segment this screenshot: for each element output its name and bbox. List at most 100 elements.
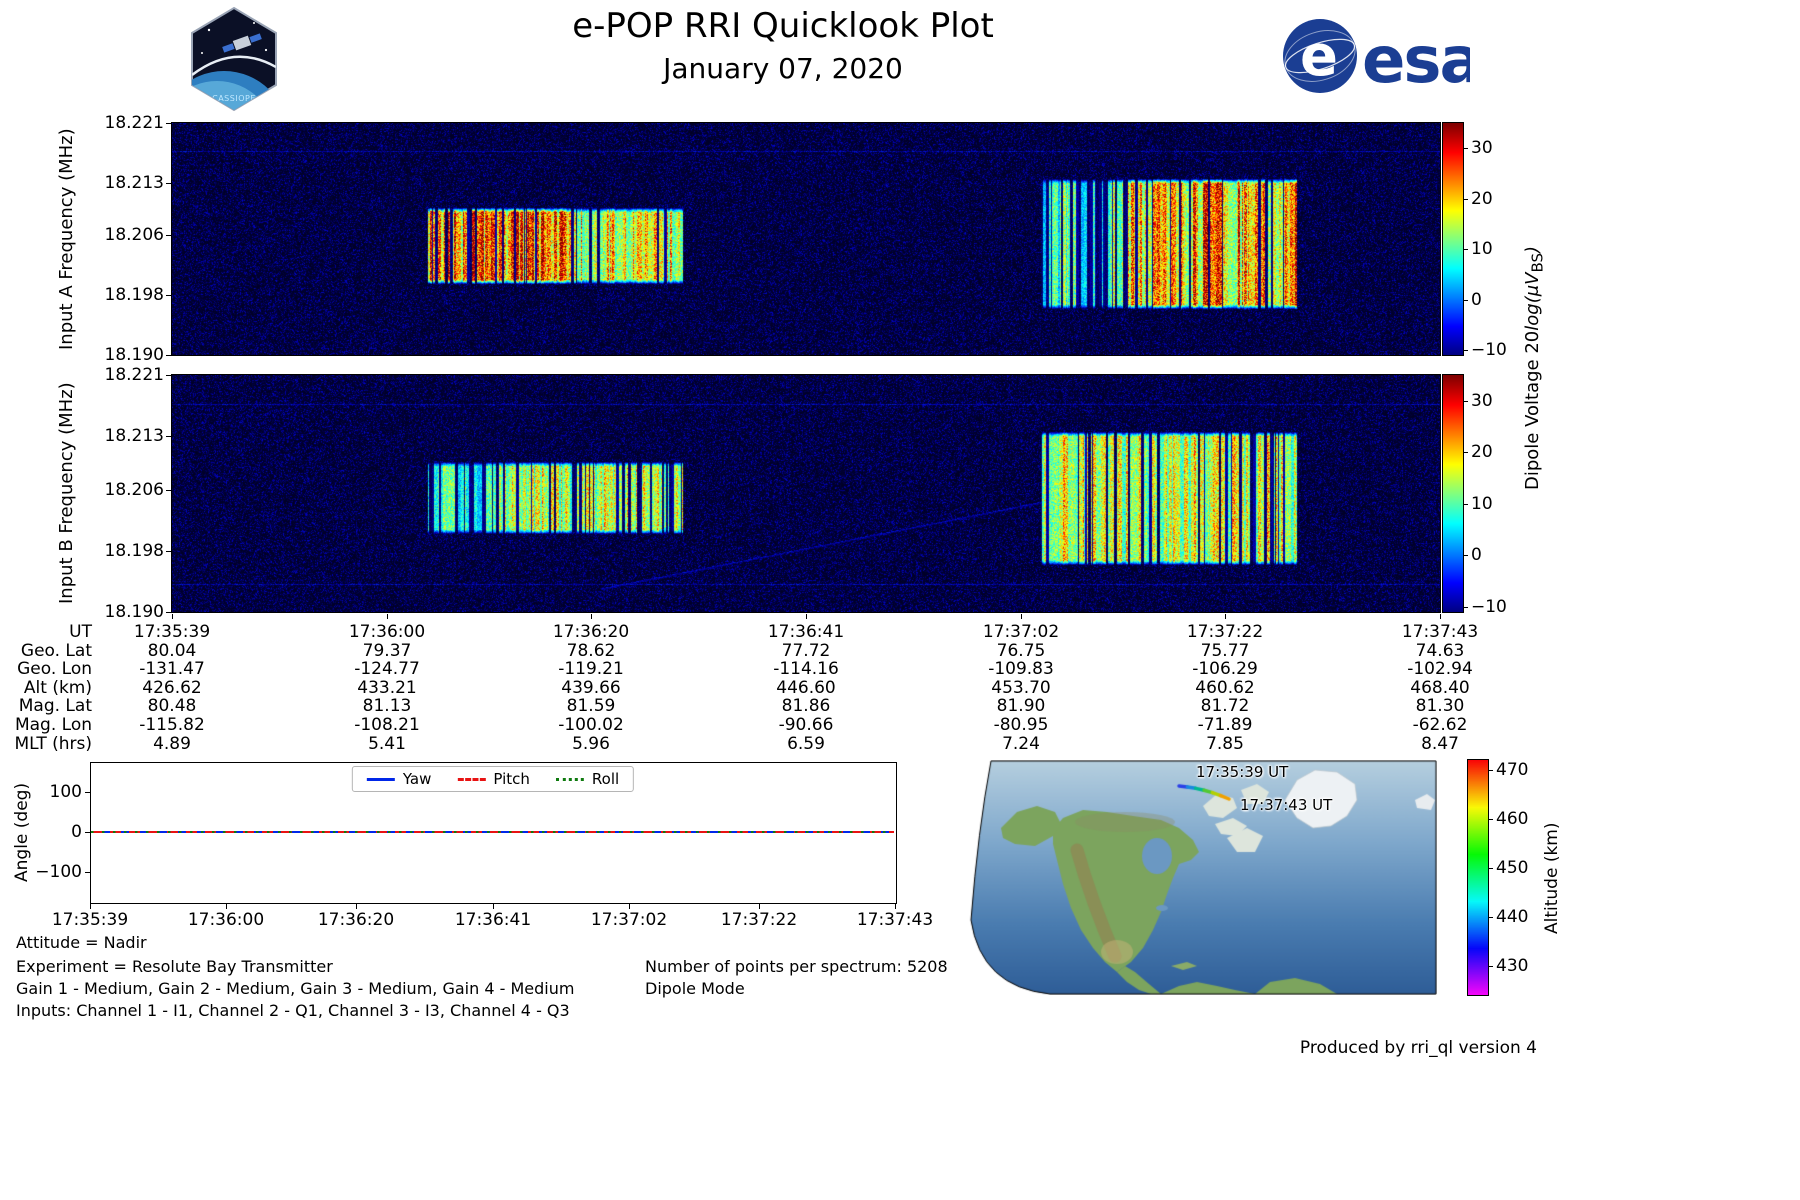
ephemeris-value: 81.13 [362,696,412,716]
angle-xtick-label: 17:37:02 [590,910,668,930]
tick-mark [1225,614,1226,619]
altitude-tick-label: 440 [1496,907,1529,927]
ephemeris-value: 426.62 [142,678,202,698]
colorbar-tick-label: 10 [1471,239,1493,259]
attitude-text: Attitude = Nadir [16,933,147,952]
tick-mark [166,490,172,491]
ephemeris-row-label: Alt (km) [23,678,92,698]
points-per-spectrum-text: Number of points per spectrum: 5208 [645,957,948,976]
tick-mark [1489,770,1493,771]
tick-mark [356,904,357,909]
tick-mark [172,614,173,619]
ephemeris-value: 81.72 [1200,696,1250,716]
track-start-label: 17:35:39 UT [1196,763,1289,781]
altitude-tick-label: 430 [1496,956,1529,976]
ephemeris-value: 17:37:02 [982,622,1060,642]
patch-mission-name: CASSIOPE [212,94,256,103]
tick-mark [166,123,172,124]
ephemeris-value: -114.16 [773,659,839,679]
angle-xtick-label: 17:36:20 [317,910,395,930]
colorbar-tick-label: 20 [1471,442,1493,462]
ephemeris-value: 17:36:20 [552,622,630,642]
freq-tick-label: 18.213 [104,173,164,193]
ephemeris-value: -71.89 [1197,715,1253,735]
ephemeris-value: 6.59 [787,734,825,754]
tick-mark [1464,504,1468,505]
tick-mark [1464,199,1468,200]
inputs-text: Inputs: Channel 1 - I1, Channel 2 - Q1, … [16,1001,570,1020]
dipole-mode-text: Dipole Mode [645,979,745,998]
angle-xtick-label: 17:35:39 [51,910,129,930]
ephemeris-value: -100.02 [558,715,624,735]
legend-item-roll: Roll [555,770,619,788]
ephemeris-value: -131.47 [139,659,205,679]
tick-mark [1021,614,1022,619]
esa-logo: e esa [1283,19,1470,98]
ephemeris-value: 17:36:41 [767,622,845,642]
legend-label-pitch: Pitch [493,770,530,788]
ephemeris-value: 4.89 [153,734,191,754]
tick-mark [85,832,90,833]
legend-item-pitch: Pitch [457,770,530,788]
ephemeris-value: 80.48 [147,696,197,716]
freq-tick-label: 18.190 [104,602,164,622]
ephemeris-value: 17:37:43 [1401,622,1479,642]
roll-line-sample [555,777,584,781]
tick-mark [493,904,494,909]
freq-tick-label: 18.198 [104,541,164,561]
ephemeris-row-label: MLT (hrs) [14,734,92,754]
altitude-colorbar-label: Altitude (km) [1542,822,1562,934]
ephemeris-value: -90.66 [778,715,834,735]
dipole-colorbar-b [1442,374,1464,613]
esa-globe [1283,19,1357,93]
freq-tick-label: 18.190 [104,345,164,365]
tick-mark [1440,614,1441,619]
angle-legend: Yaw Pitch Roll [351,766,635,792]
page-date: January 07, 2020 [663,52,903,85]
tick-mark [1489,917,1493,918]
tick-mark [166,295,172,296]
angle-ytick-label: 100 [49,782,82,802]
yaw-line-sample [366,777,395,781]
ephemeris-value: -80.95 [993,715,1049,735]
ephemeris-value: 17:36:00 [348,622,426,642]
tick-mark [1464,555,1468,556]
tick-mark [1464,249,1468,250]
tick-mark [166,375,172,376]
colorbar-tick-label: 10 [1471,494,1493,514]
ephemeris-value: 7.24 [1002,734,1040,754]
ephemeris-value: 76.75 [996,641,1046,661]
ephemeris-value: -119.21 [558,659,624,679]
ephemeris-value: 81.59 [566,696,616,716]
ephemeris-value: 433.21 [357,678,417,698]
ephemeris-value: 468.40 [1410,678,1470,698]
tick-mark [629,904,630,909]
colorbar-tick-label: 30 [1471,138,1493,158]
ephemeris-value: 446.60 [776,678,836,698]
freq-tick-label: 18.198 [104,285,164,305]
angle-xtick-label: 17:36:00 [187,910,265,930]
altitude-tick-label: 470 [1496,760,1529,780]
tick-mark [759,904,760,909]
ephemeris-value: 79.37 [362,641,412,661]
altitude-tick-label: 460 [1496,809,1529,829]
input-a-spectrogram-canvas [171,122,1441,356]
ephemeris-value: 453.70 [991,678,1051,698]
ephemeris-row-label: Geo. Lat [20,641,92,661]
colorbar-tick-label: −10 [1471,597,1507,617]
ephemeris-value: 5.41 [368,734,406,754]
colorbar-tick-label: 30 [1471,391,1493,411]
tick-mark [166,551,172,552]
tick-mark [166,235,172,236]
ephemeris-value: 439.66 [561,678,621,698]
colorbar-tick-label: 20 [1471,189,1493,209]
gains-text: Gain 1 - Medium, Gain 2 - Medium, Gain 3… [16,979,575,998]
esa-globe-letter: e [1300,24,1338,89]
dipole-colorbar-a [1442,122,1464,356]
input-b-ylabel: Input B Frequency (MHz) [56,382,77,605]
ephemeris-value: 17:37:22 [1186,622,1264,642]
ephemeris-value: -106.29 [1192,659,1258,679]
tick-mark [1489,868,1493,869]
ephemeris-row-label: Mag. Lon [14,715,92,735]
tick-mark [85,792,90,793]
